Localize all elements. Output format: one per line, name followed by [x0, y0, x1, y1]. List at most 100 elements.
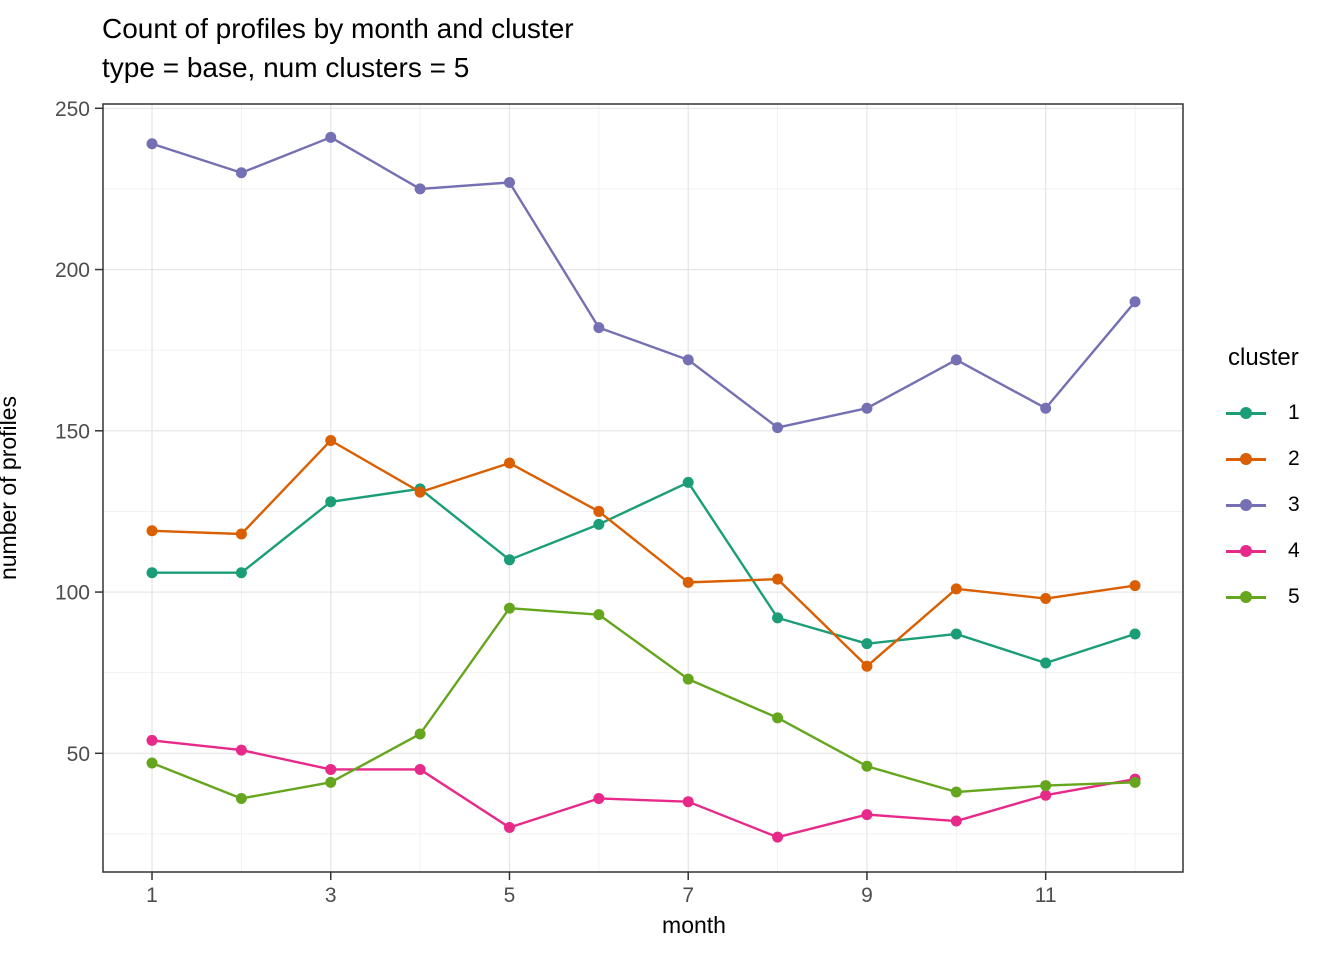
- x-tick-label: 9: [861, 884, 873, 907]
- data-point-cluster-3: [772, 422, 784, 434]
- data-point-cluster-5: [1040, 780, 1052, 792]
- legend-items: 1 2 3 4 5: [1226, 390, 1300, 620]
- data-point-cluster-4: [414, 763, 426, 775]
- data-point-cluster-1: [503, 554, 515, 566]
- data-point-cluster-4: [503, 821, 515, 833]
- data-point-cluster-4: [235, 744, 247, 756]
- data-point-cluster-2: [325, 434, 337, 446]
- legend-item-cluster-1: 1: [1226, 390, 1300, 436]
- data-point-cluster-3: [861, 402, 873, 414]
- y-tick-label: 100: [55, 582, 90, 605]
- series-line-2: [150, 439, 1137, 668]
- series-line-4: [150, 739, 1137, 839]
- data-point-cluster-3: [593, 322, 605, 334]
- legend-key-dot: [1240, 499, 1252, 511]
- legend-key-dot: [1240, 453, 1252, 465]
- data-point-cluster-1: [146, 567, 158, 579]
- x-axis-title-text: month: [662, 912, 726, 938]
- legend-item-label: 3: [1288, 493, 1300, 516]
- data-point-cluster-3: [1040, 402, 1052, 414]
- legend-item-label: 5: [1288, 585, 1300, 608]
- x-tick-label: 1: [146, 884, 158, 907]
- x-tick-label: 3: [325, 884, 337, 907]
- data-point-cluster-5: [146, 757, 158, 769]
- data-point-cluster-1: [1040, 657, 1052, 669]
- data-point-cluster-5: [861, 760, 873, 772]
- data-point-cluster-5: [325, 776, 337, 788]
- x-tick-label: 5: [504, 884, 516, 907]
- data-point-cluster-2: [1129, 580, 1141, 592]
- data-point-cluster-5: [503, 602, 515, 614]
- legend-item-cluster-2: 2: [1226, 436, 1300, 482]
- data-point-cluster-4: [861, 809, 873, 821]
- data-point-cluster-4: [1040, 789, 1052, 801]
- x-axis-title: month: [0, 912, 1286, 939]
- data-point-cluster-1: [325, 496, 337, 508]
- data-point-cluster-4: [682, 796, 694, 808]
- x-tick-label: 7: [682, 884, 694, 907]
- data-point-cluster-2: [503, 457, 515, 469]
- data-point-cluster-5: [235, 792, 247, 804]
- legend-item-label: 2: [1288, 447, 1300, 470]
- data-point-cluster-2: [235, 528, 247, 540]
- data-point-cluster-1: [593, 518, 605, 530]
- legend-item-cluster-3: 3: [1226, 482, 1300, 528]
- data-point-cluster-1: [861, 638, 873, 650]
- data-point-cluster-4: [950, 815, 962, 827]
- data-point-cluster-4: [325, 763, 337, 775]
- data-point-cluster-5: [414, 728, 426, 740]
- data-point-cluster-3: [414, 183, 426, 195]
- series-line-1: [150, 481, 1137, 665]
- x-tick-label: 11: [1035, 884, 1057, 907]
- data-point-cluster-2: [772, 573, 784, 585]
- data-point-cluster-4: [146, 734, 158, 746]
- data-point-cluster-1: [682, 476, 694, 488]
- legend-key: [1226, 449, 1266, 469]
- legend-key: [1226, 495, 1266, 515]
- data-point-cluster-5: [950, 786, 962, 798]
- y-tick-label: 250: [55, 98, 90, 121]
- data-point-cluster-1: [1129, 628, 1141, 640]
- legend-title: cluster: [1228, 344, 1299, 371]
- data-point-cluster-1: [235, 567, 247, 579]
- data-point-cluster-3: [950, 354, 962, 366]
- panel-background: [103, 104, 1183, 872]
- data-point-cluster-3: [682, 354, 694, 366]
- y-tick-label: 200: [55, 259, 90, 282]
- series-line-3: [150, 136, 1137, 429]
- legend-item-cluster-4: 4: [1226, 528, 1300, 574]
- data-point-cluster-1: [772, 612, 784, 624]
- legend-item-cluster-5: 5: [1226, 574, 1300, 620]
- data-point-cluster-5: [1129, 776, 1141, 788]
- data-point-cluster-3: [503, 176, 515, 188]
- data-point-cluster-3: [1129, 296, 1141, 308]
- legend: cluster 1 2 3 4 5: [1226, 344, 1300, 620]
- data-point-cluster-3: [235, 167, 247, 179]
- legend-key-dot: [1240, 545, 1252, 557]
- legend-key-dot: [1240, 591, 1252, 603]
- data-point-cluster-4: [593, 792, 605, 804]
- data-point-cluster-1: [950, 628, 962, 640]
- chart-title: Count of profiles by month and cluster: [102, 13, 574, 44]
- data-point-cluster-2: [593, 505, 605, 517]
- legend-key: [1226, 587, 1266, 607]
- data-point-cluster-5: [593, 609, 605, 621]
- data-point-cluster-2: [682, 576, 694, 588]
- y-tick-label: 50: [67, 743, 90, 766]
- data-point-cluster-5: [772, 712, 784, 724]
- data-point-cluster-2: [414, 486, 426, 498]
- data-point-cluster-2: [146, 525, 158, 537]
- series-line-5: [150, 606, 1137, 800]
- legend-key: [1226, 541, 1266, 561]
- data-point-cluster-2: [1040, 593, 1052, 605]
- legend-item-label: 4: [1288, 539, 1300, 562]
- legend-key-dot: [1240, 407, 1252, 419]
- data-point-cluster-2: [950, 583, 962, 595]
- legend-key: [1226, 403, 1266, 423]
- data-point-cluster-3: [146, 138, 158, 150]
- data-point-cluster-5: [682, 673, 694, 685]
- data-point-cluster-4: [772, 831, 784, 843]
- data-point-cluster-2: [861, 660, 873, 672]
